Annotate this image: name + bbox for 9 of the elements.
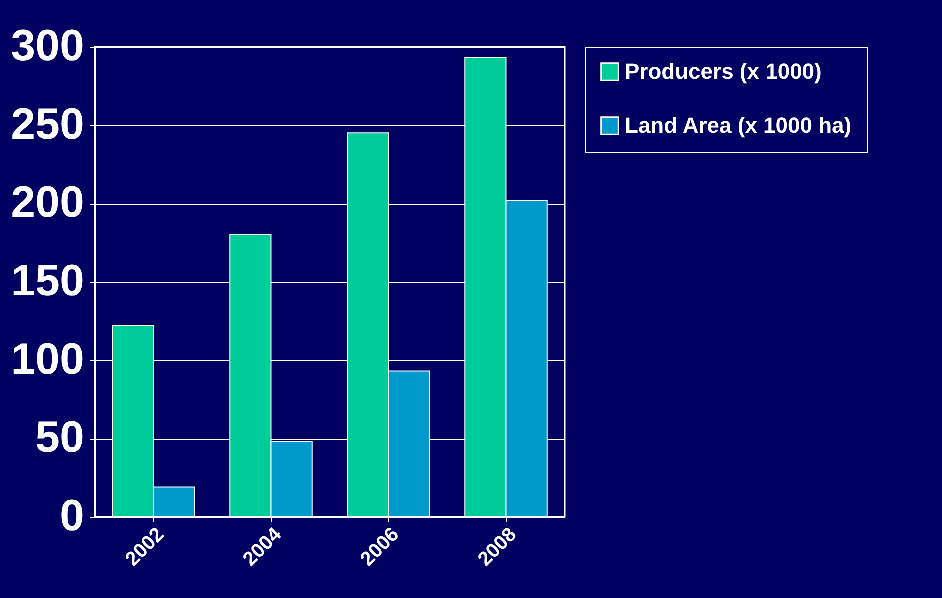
- y-tick-label: 0: [60, 492, 84, 540]
- y-tick-label: 300: [11, 22, 84, 70]
- y-tick-label: 150: [11, 256, 84, 306]
- y-tick-label: 200: [11, 178, 84, 228]
- y-tick-label: 250: [11, 100, 84, 149]
- y-tick-label: 100: [11, 334, 84, 384]
- legend-label: Producers (x 1000): [625, 59, 822, 84]
- legend-label: Land Area (x 1000 ha): [625, 113, 852, 138]
- y-tick-label: 50: [36, 413, 84, 462]
